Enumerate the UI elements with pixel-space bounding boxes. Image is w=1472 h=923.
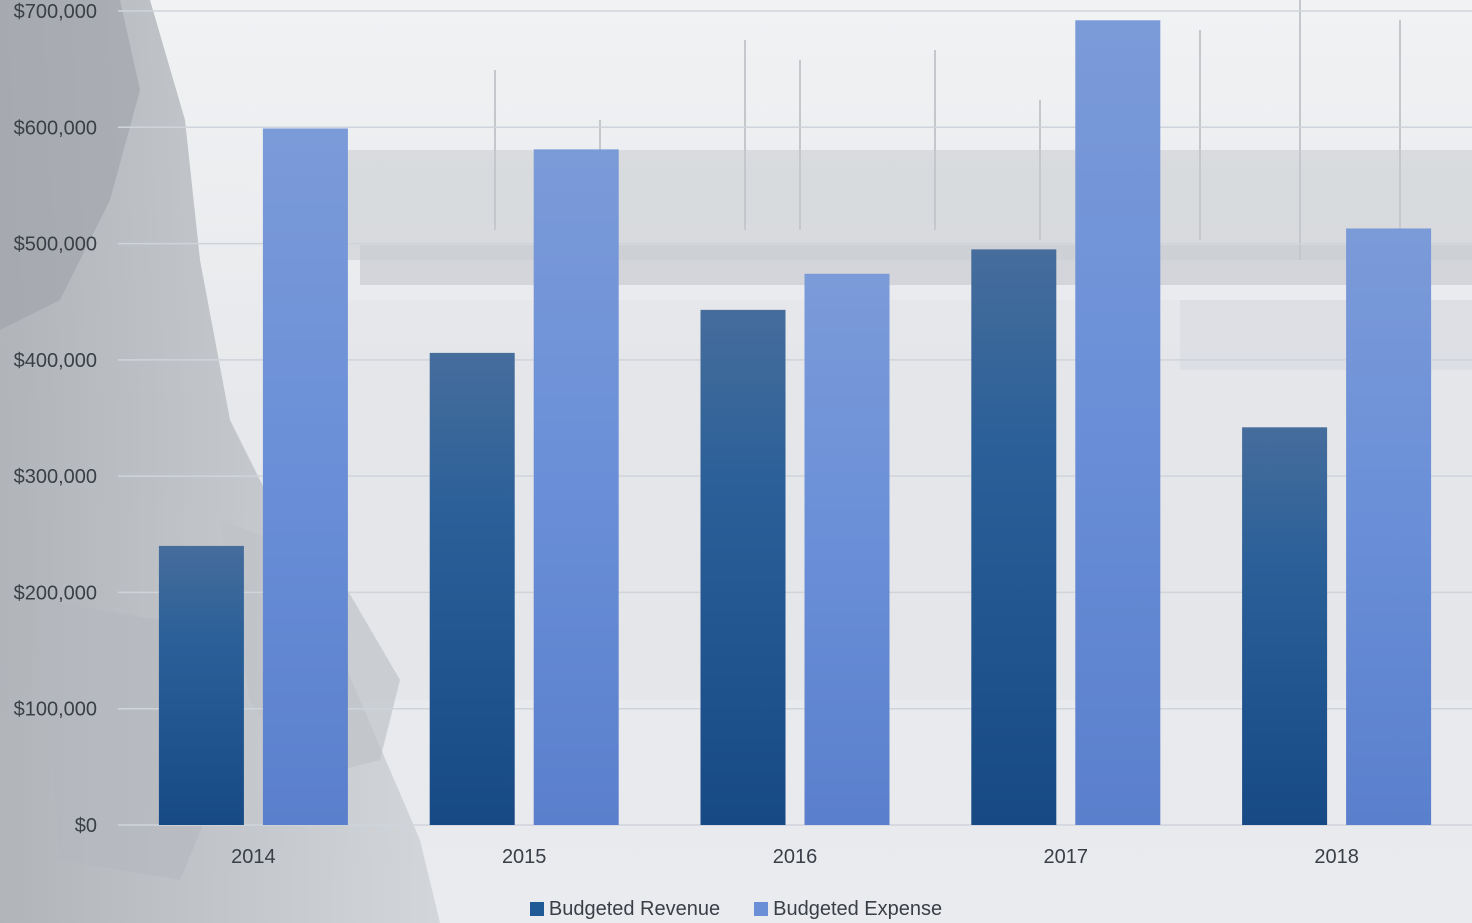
bar-revenue-2014: [158, 545, 244, 825]
y-tick-label: $100,000: [14, 699, 97, 721]
bar-expense-2015: [533, 149, 619, 825]
y-tick-label: $300,000: [14, 466, 97, 488]
x-tick-label: 2015: [502, 846, 547, 868]
x-tick-label: 2014: [231, 846, 276, 868]
legend-item-expense: Budgeted Expense: [754, 898, 942, 921]
x-tick-label: 2017: [1044, 846, 1089, 868]
bar-expense-2016: [804, 273, 890, 825]
bar-revenue-2015: [429, 352, 515, 825]
x-tick-label: 2016: [773, 846, 818, 868]
y-tick-label: $200,000: [14, 582, 97, 604]
y-tick-label: $500,000: [14, 234, 97, 256]
y-tick-label: $700,000: [14, 1, 97, 23]
legend-swatch-revenue: [529, 902, 544, 916]
bar-revenue-2016: [700, 309, 786, 826]
legend: Budgeted Revenue Budgeted Expense: [0, 895, 1472, 923]
bar-revenue-2017: [971, 249, 1057, 825]
legend-label-revenue: Budgeted Revenue: [548, 897, 721, 920]
legend-item-revenue: Budgeted Revenue: [529, 897, 721, 921]
bar-revenue-2018: [1242, 427, 1328, 825]
bar-expense-2018: [1346, 228, 1432, 825]
x-axis-category-labels: 2014 2015 2016 2017 2018: [231, 846, 1359, 868]
bar-expense-2017: [1075, 20, 1161, 825]
bars: [158, 20, 1432, 826]
y-axis-tick-labels: $0 $100,000 $200,000 $300,000 $400,000 $500,0…: [14, 1, 97, 837]
x-tick-label: 2018: [1314, 846, 1359, 868]
legend-swatch-expense: [754, 902, 769, 916]
bar-expense-2014: [262, 128, 348, 825]
y-tick-label: $600,000: [14, 117, 97, 139]
y-tick-label: $0: [75, 815, 97, 837]
legend-label-expense: Budgeted Expense: [773, 897, 943, 920]
y-tick-label: $400,000: [14, 350, 97, 372]
